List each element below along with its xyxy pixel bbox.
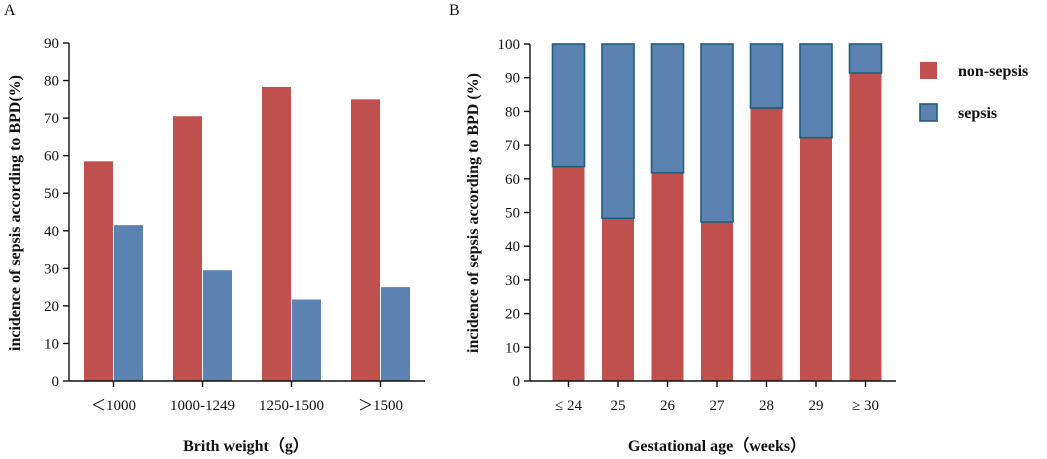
panel-b-y-tick-label: 30 xyxy=(505,273,520,289)
panel-a-y-tick-label: 90 xyxy=(44,36,59,52)
legend-swatch-non-sepsis xyxy=(920,62,937,79)
panel-b-x-tick-label: 25 xyxy=(611,398,626,414)
panel-b-bar-sepsis-5 xyxy=(749,43,784,109)
panel-b-x-tick-label: ≤ 24 xyxy=(555,398,582,414)
panel-a-x-tick-label: ＜1000 xyxy=(91,398,136,414)
panel-b-y-tick-label: 90 xyxy=(505,71,520,87)
panel-b-bar-sepsis-3 xyxy=(650,43,685,174)
legend-swatch-sepsis xyxy=(919,103,938,122)
panel-b-bar-non-sepsis-3 xyxy=(651,172,684,381)
panel-a-bar-sepsis-4 xyxy=(381,287,410,381)
panel-b-bar-non-sepsis-2 xyxy=(602,218,634,381)
panel-b-x-tick-label: 27 xyxy=(710,398,726,414)
panel-b-y-axis-title: incidence of sepsis according to BPD (%) xyxy=(465,73,482,353)
panel-b-bar-non-sepsis-4 xyxy=(701,221,733,381)
panel-a-y-tick-label: 20 xyxy=(44,299,59,315)
panel-b-label: B xyxy=(449,2,460,19)
panel-b-y-tick-label: 50 xyxy=(505,206,520,222)
legend-label-non-sepsis: non-sepsis xyxy=(958,63,1028,80)
panel-b-bar-sepsis-2 xyxy=(601,43,635,220)
panel-b-bar-non-sepsis-1 xyxy=(552,166,585,381)
panel-b-y-tick-label: 10 xyxy=(505,340,520,356)
panel-b-bar-non-sepsis-5 xyxy=(750,108,783,381)
panel-a-bar-non-sepsis-3 xyxy=(262,86,291,381)
panel-a-y-tick-label: 30 xyxy=(44,261,59,277)
panel-b-legend: non-sepsis sepsis xyxy=(919,62,1028,122)
panel-b-x-axis-title: Gestational age（weeks） xyxy=(628,437,806,455)
panel-b-y-tick-label: 80 xyxy=(505,104,520,120)
panel-b-y-tick-label: 40 xyxy=(505,239,520,255)
panel-a-x-tick-label: ＞1500 xyxy=(358,398,403,414)
panel-b-x-tick-label: 29 xyxy=(809,398,824,414)
panel-b-y-tick-label: 20 xyxy=(505,307,520,323)
panel-b-stacked-bar-chart: B incidence of sepsis according to BPD (… xyxy=(449,2,1028,455)
panel-b-y-tick-label: 100 xyxy=(498,37,521,53)
panel-b-x-tick-label: 26 xyxy=(660,398,676,414)
panel-a-y-tick-label: 0 xyxy=(52,374,60,390)
panel-b-y-tick-label: 0 xyxy=(513,374,521,390)
panel-b-y-tick-label: 60 xyxy=(505,172,520,188)
panel-a-x-tick-label: 1250-1500 xyxy=(259,398,324,414)
panel-a-y-tick-label: 50 xyxy=(44,186,59,202)
panel-b-bar-sepsis-7 xyxy=(848,43,883,74)
panel-a-y-tick-label: 80 xyxy=(44,74,59,90)
panel-b-x-tick-label: ≥ 30 xyxy=(852,398,879,414)
panel-b-bar-sepsis-4 xyxy=(700,43,734,223)
panel-a-bar-non-sepsis-4 xyxy=(351,99,380,381)
panel-a-x-axis-title: Brith weight（g） xyxy=(183,437,309,455)
panel-a-y-tick-label: 10 xyxy=(44,336,59,352)
panel-a-bar-chart: A incidence of sepsis according to BPD(%… xyxy=(4,2,425,455)
panel-a-y-tick-label: 70 xyxy=(44,111,59,127)
panel-a-y-tick-label: 40 xyxy=(44,224,59,240)
panel-a-bar-non-sepsis-2 xyxy=(173,116,202,381)
panel-a-label: A xyxy=(4,2,16,19)
panel-a-y-axis-title: incidence of sepsis according to BPD(%) xyxy=(7,75,24,351)
panel-b-bar-sepsis-6 xyxy=(799,43,833,139)
panel-a-bar-sepsis-3 xyxy=(292,299,321,381)
panel-a-bar-sepsis-2 xyxy=(203,270,232,381)
panel-b-y-tick-label: 70 xyxy=(505,138,520,154)
legend-label-sepsis: sepsis xyxy=(958,105,997,122)
panel-a-bar-sepsis-1 xyxy=(114,225,143,381)
panel-b-bar-non-sepsis-6 xyxy=(800,137,832,381)
panel-b-x-tick-label: 28 xyxy=(759,398,774,414)
panel-a-y-tick-label: 60 xyxy=(44,149,59,165)
panel-a-bar-non-sepsis-1 xyxy=(84,161,113,381)
panel-b-bar-sepsis-1 xyxy=(551,43,586,168)
panel-a-x-tick-label: 1000-1249 xyxy=(170,398,235,414)
panel-b-bar-non-sepsis-7 xyxy=(849,72,882,382)
